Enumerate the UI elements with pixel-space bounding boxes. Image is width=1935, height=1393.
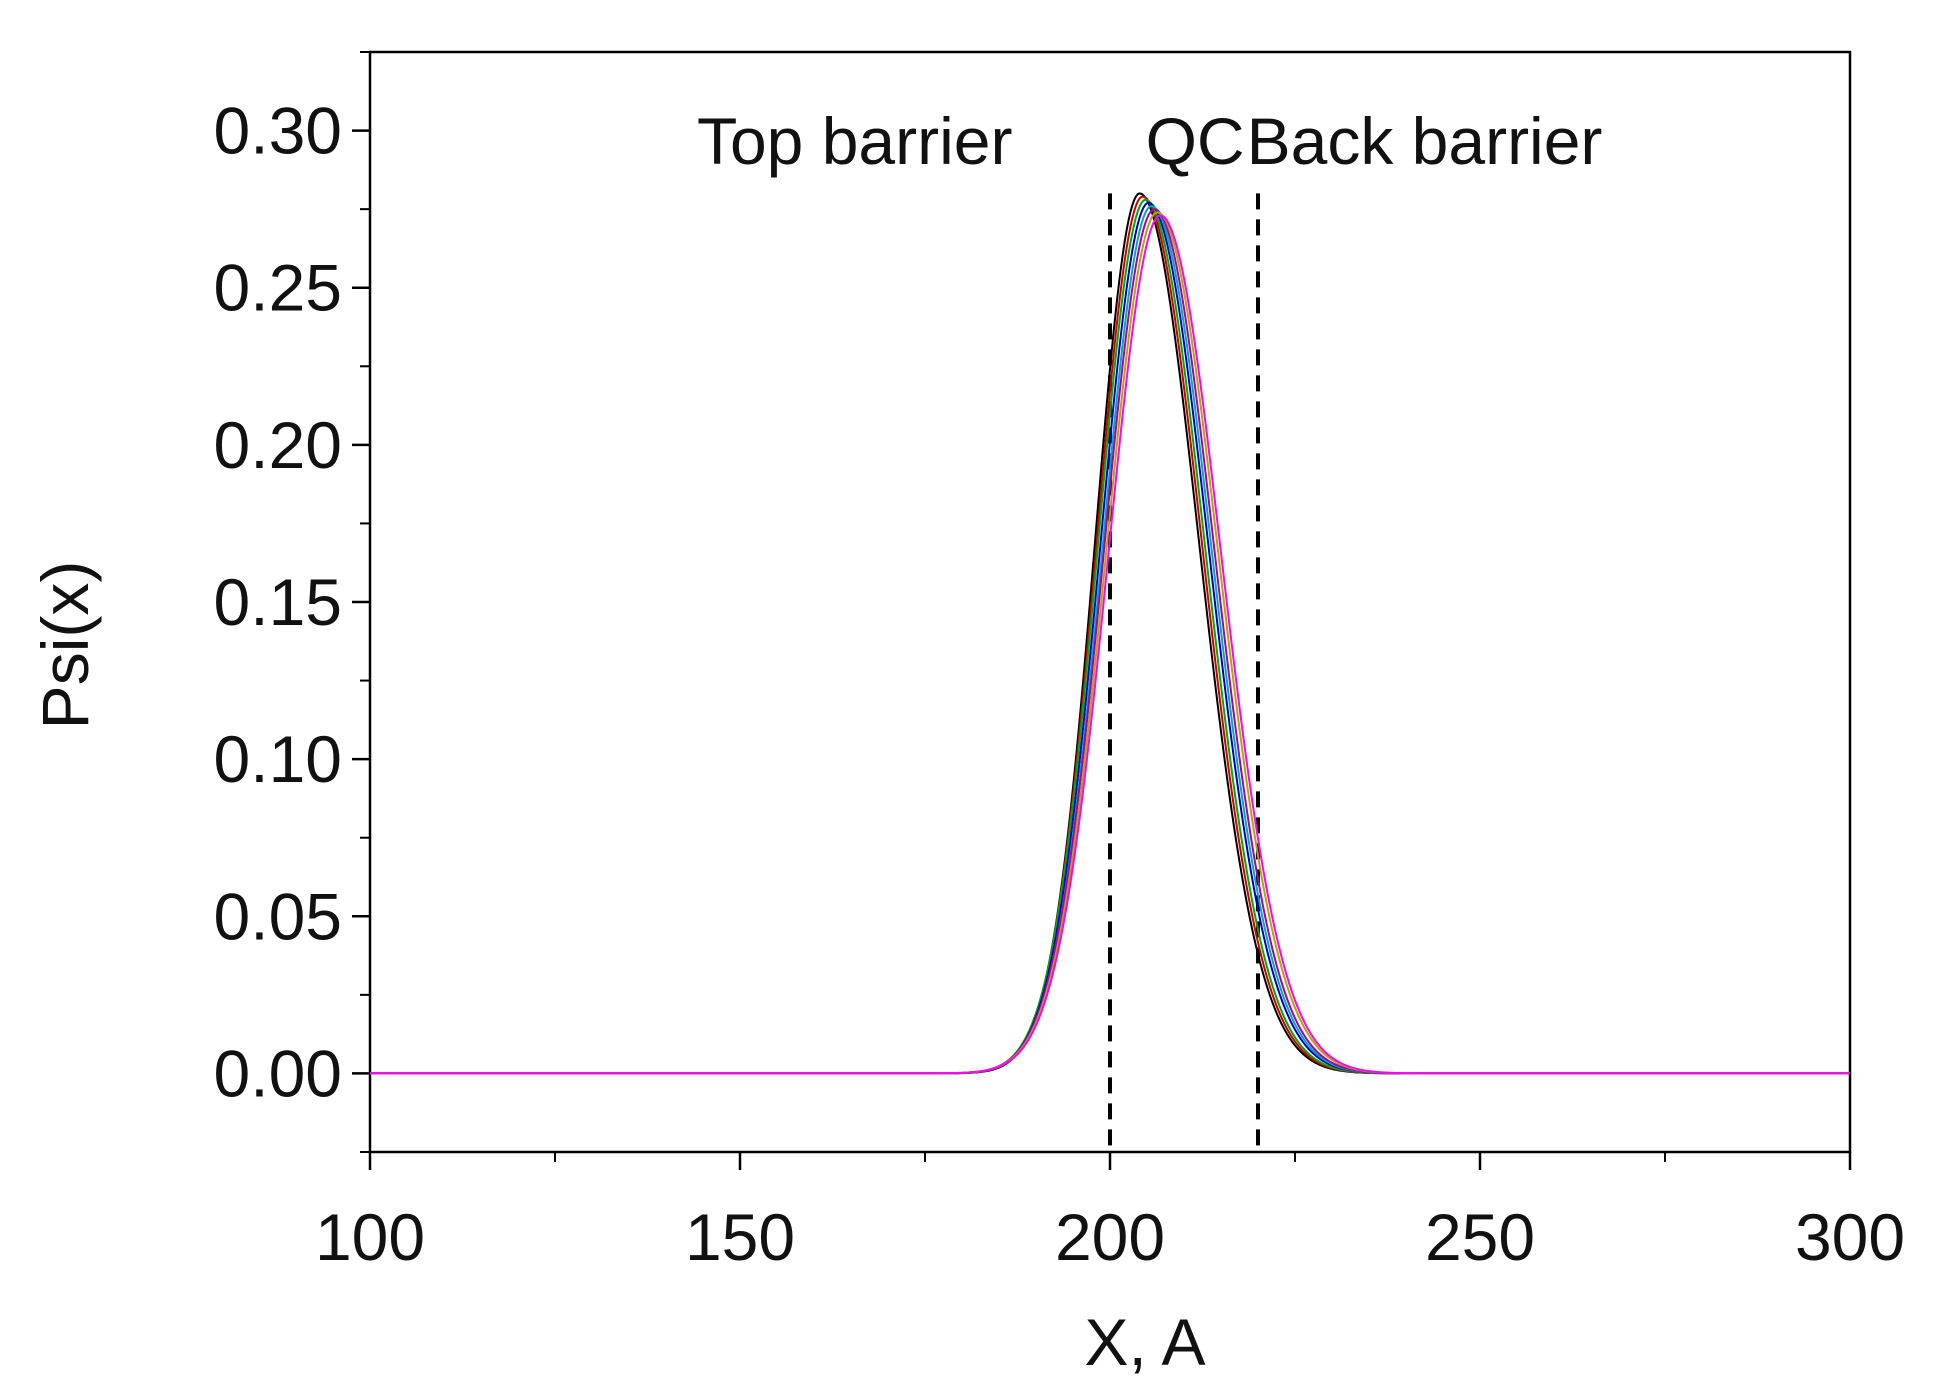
region-label: Top barrier	[697, 104, 1012, 178]
region-labels: Top barrier QC Back barrier	[697, 104, 1602, 178]
boundary-lines	[1108, 193, 1260, 1152]
y-tick-label: 0.20	[214, 408, 342, 482]
x-tick-label: 250	[1425, 1200, 1535, 1274]
series-line	[370, 214, 1850, 1075]
region-label: QC	[1146, 104, 1245, 178]
x-tick-label: 200	[1055, 1200, 1165, 1274]
region-label: Back barrier	[1247, 104, 1603, 178]
x-axis: 100 150 200 250 300	[315, 1152, 1905, 1274]
x-axis-title: X, A	[1084, 1305, 1205, 1379]
y-tick-label: 0.00	[214, 1036, 342, 1110]
x-tick-label: 100	[315, 1200, 425, 1274]
y-tick-label: 0.30	[214, 94, 342, 168]
y-axis: 0.00 0.05 0.10 0.15 0.20 0.25 0.30	[214, 51, 370, 1153]
x-tick-label: 300	[1795, 1200, 1905, 1274]
y-tick-label: 0.25	[214, 251, 342, 325]
series-lines	[370, 192, 1850, 1075]
y-tick-label: 0.05	[214, 879, 342, 953]
y-tick-label: 0.10	[214, 722, 342, 796]
y-axis-title: Psi(x)	[28, 561, 102, 730]
y-tick-label: 0.15	[214, 565, 342, 639]
x-tick-label: 150	[685, 1200, 795, 1274]
